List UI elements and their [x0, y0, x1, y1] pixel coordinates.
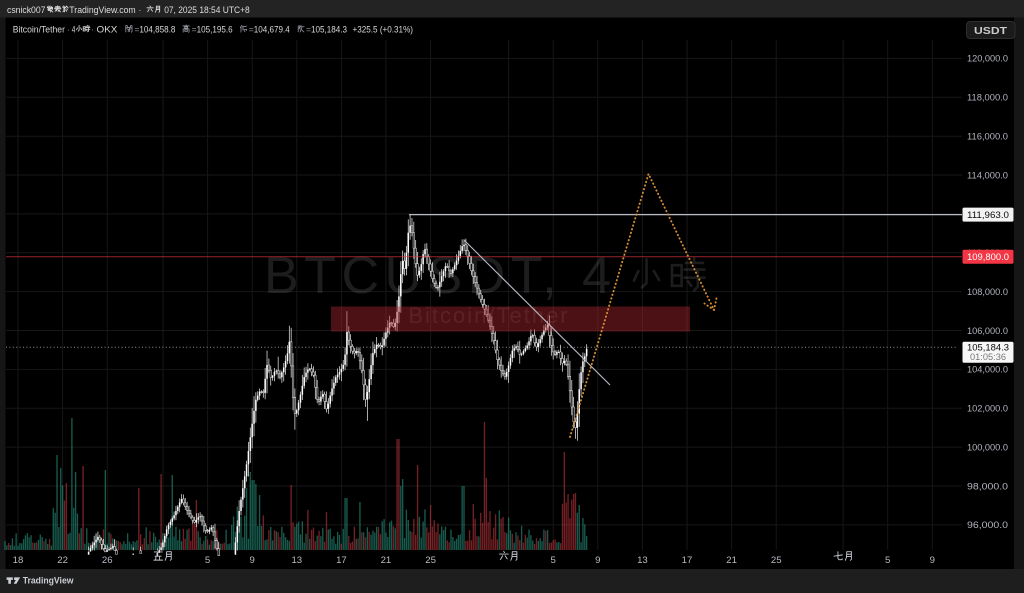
- svg-text:13: 13: [291, 555, 302, 566]
- svg-text:116,000.0: 116,000.0: [967, 132, 1008, 143]
- svg-text:22: 22: [57, 555, 68, 566]
- svg-text:·: ·: [67, 24, 69, 34]
- svg-text:111,963.0: 111,963.0: [967, 210, 1009, 221]
- svg-text:26: 26: [102, 555, 113, 566]
- svg-text:TradingView.com: TradingView.com: [69, 5, 135, 15]
- svg-text:01:05:36: 01:05:36: [970, 352, 1006, 362]
- svg-text:=: =: [306, 24, 311, 34]
- svg-text:106,000.0: 106,000.0: [967, 326, 1008, 337]
- svg-text:120,000.0: 120,000.0: [967, 54, 1008, 65]
- svg-text:109,800.0: 109,800.0: [967, 252, 1009, 263]
- svg-text:105,184.3: 105,184.3: [311, 24, 347, 34]
- svg-text:17: 17: [682, 555, 693, 566]
- svg-text:Bitcoin/Tether: Bitcoin/Tether: [13, 24, 65, 34]
- svg-text:100,000.0: 100,000.0: [967, 442, 1008, 453]
- svg-text:9: 9: [930, 555, 935, 566]
- svg-text:105,184.3: 105,184.3: [967, 342, 1009, 353]
- svg-text:OKX: OKX: [97, 24, 118, 34]
- svg-text:25: 25: [771, 555, 782, 566]
- svg-text:13: 13: [637, 555, 648, 566]
- svg-text:104,679.4: 104,679.4: [254, 24, 290, 34]
- svg-text:=: =: [249, 24, 254, 34]
- svg-text:4: 4: [72, 24, 76, 34]
- svg-text:98,000.0: 98,000.0: [967, 481, 1008, 492]
- svg-text:96,000.0: 96,000.0: [967, 520, 1008, 531]
- svg-text:csnick007: csnick007: [7, 5, 46, 15]
- svg-text:108,000.0: 108,000.0: [967, 287, 1008, 298]
- svg-text:104,000.0: 104,000.0: [967, 365, 1008, 376]
- svg-text:5: 5: [551, 555, 556, 566]
- svg-text:21: 21: [726, 555, 737, 566]
- svg-text:21: 21: [381, 555, 392, 566]
- svg-text:=: =: [134, 24, 139, 34]
- svg-text:17: 17: [336, 555, 347, 566]
- svg-text:18: 18: [13, 555, 24, 566]
- svg-text:BTCUSDT, 4: BTCUSDT, 4: [264, 247, 617, 305]
- svg-text:102,000.0: 102,000.0: [967, 404, 1008, 415]
- svg-text:·: ·: [139, 5, 142, 15]
- svg-text:5: 5: [885, 555, 890, 566]
- svg-text:9: 9: [595, 555, 600, 566]
- svg-text:105,195.6: 105,195.6: [197, 24, 233, 34]
- svg-text:9: 9: [250, 555, 255, 566]
- svg-text:USDT: USDT: [974, 25, 1008, 37]
- svg-text:5: 5: [205, 555, 210, 566]
- svg-text:=: =: [192, 24, 197, 34]
- svg-text:25: 25: [425, 555, 436, 566]
- svg-text:118,000.0: 118,000.0: [967, 93, 1008, 104]
- svg-text:TradingView: TradingView: [23, 576, 74, 586]
- svg-text:07, 2025 18:54 UTC+8: 07, 2025 18:54 UTC+8: [164, 5, 250, 15]
- svg-text:104,858.8: 104,858.8: [139, 24, 175, 34]
- svg-text:+325.5 (+0.31%): +325.5 (+0.31%): [353, 24, 414, 34]
- svg-text:·: ·: [91, 24, 93, 34]
- svg-text:114,000.0: 114,000.0: [967, 170, 1008, 181]
